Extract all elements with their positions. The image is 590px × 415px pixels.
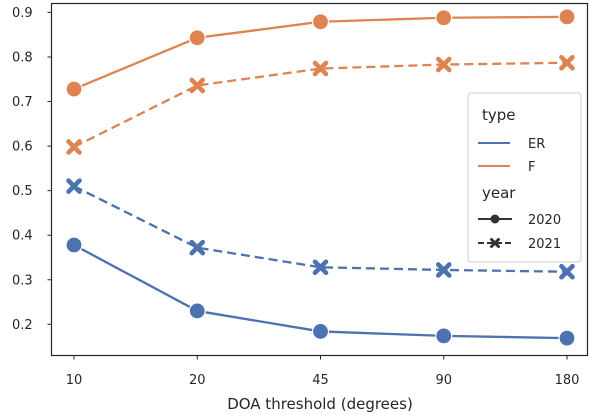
series-f-2020-point	[435, 9, 453, 27]
series-f-2021-point	[312, 60, 329, 77]
x-tick-label: 10	[66, 373, 83, 388]
legend-marker-2020	[490, 214, 500, 224]
series-f-2021-point	[559, 54, 575, 71]
legend: type ER F year 2020 2021	[467, 92, 582, 263]
series-f-2020-point	[65, 80, 83, 98]
series-er-2021-point	[559, 263, 575, 280]
y-tick-label: 0.8	[12, 50, 33, 65]
x-tick-label: 90	[435, 373, 452, 388]
series-er-2020-point	[65, 236, 83, 254]
legend-label-2020: 2020	[528, 213, 561, 228]
y-tick-label: 0.3	[12, 273, 33, 288]
series-f-2020-point	[311, 13, 330, 31]
series-er-2021-point	[312, 259, 329, 276]
series-er-2021-point	[189, 239, 206, 256]
y-tick-label: 0.5	[12, 184, 33, 199]
series-layer	[65, 8, 576, 347]
series-er-2020-point	[311, 322, 330, 341]
legend-marker-2021	[490, 238, 500, 248]
legend-title-year: year	[482, 184, 516, 202]
x-tick-label: 20	[189, 373, 206, 388]
legend-label-2021: 2021	[528, 237, 561, 252]
series-f-2021-point	[435, 56, 452, 73]
series-f-2020-point	[558, 8, 576, 26]
series-f-2021-point	[66, 139, 82, 155]
series-f-2020-point	[188, 29, 206, 47]
x-tick-label: 180	[555, 373, 580, 388]
series-f-2021-point	[189, 77, 206, 94]
plot-frame	[50, 2, 589, 357]
series-er-2021-line	[73, 185, 568, 273]
legend-label-f: F	[528, 160, 535, 175]
series-er-2021-point	[66, 178, 82, 194]
y-tick-label: 0.4	[12, 229, 33, 244]
series-er-2020-point	[558, 329, 576, 347]
y-tick-label: 0.6	[12, 140, 33, 155]
series-er-2020-point	[435, 327, 453, 345]
y-tick-label: 0.2	[12, 318, 33, 333]
series-er-2021-point	[435, 262, 452, 278]
legend-label-er: ER	[528, 137, 545, 152]
y-tick-label: 0.9	[12, 6, 33, 21]
y-tick-label: 0.7	[12, 95, 33, 110]
x-tick-label: 45	[312, 373, 329, 388]
x-axis-ticks: 10 20 45 90 180	[66, 355, 580, 388]
legend-title-type: type	[482, 106, 516, 124]
series-f-2021-line	[73, 61, 568, 149]
y-axis-ticks: 0.2 0.3 0.4 0.5 0.6 0.7 0.8 0.9	[12, 6, 52, 333]
series-er-2020-point	[188, 302, 206, 320]
x-axis-label: DOA threshold (degrees)	[227, 395, 413, 413]
